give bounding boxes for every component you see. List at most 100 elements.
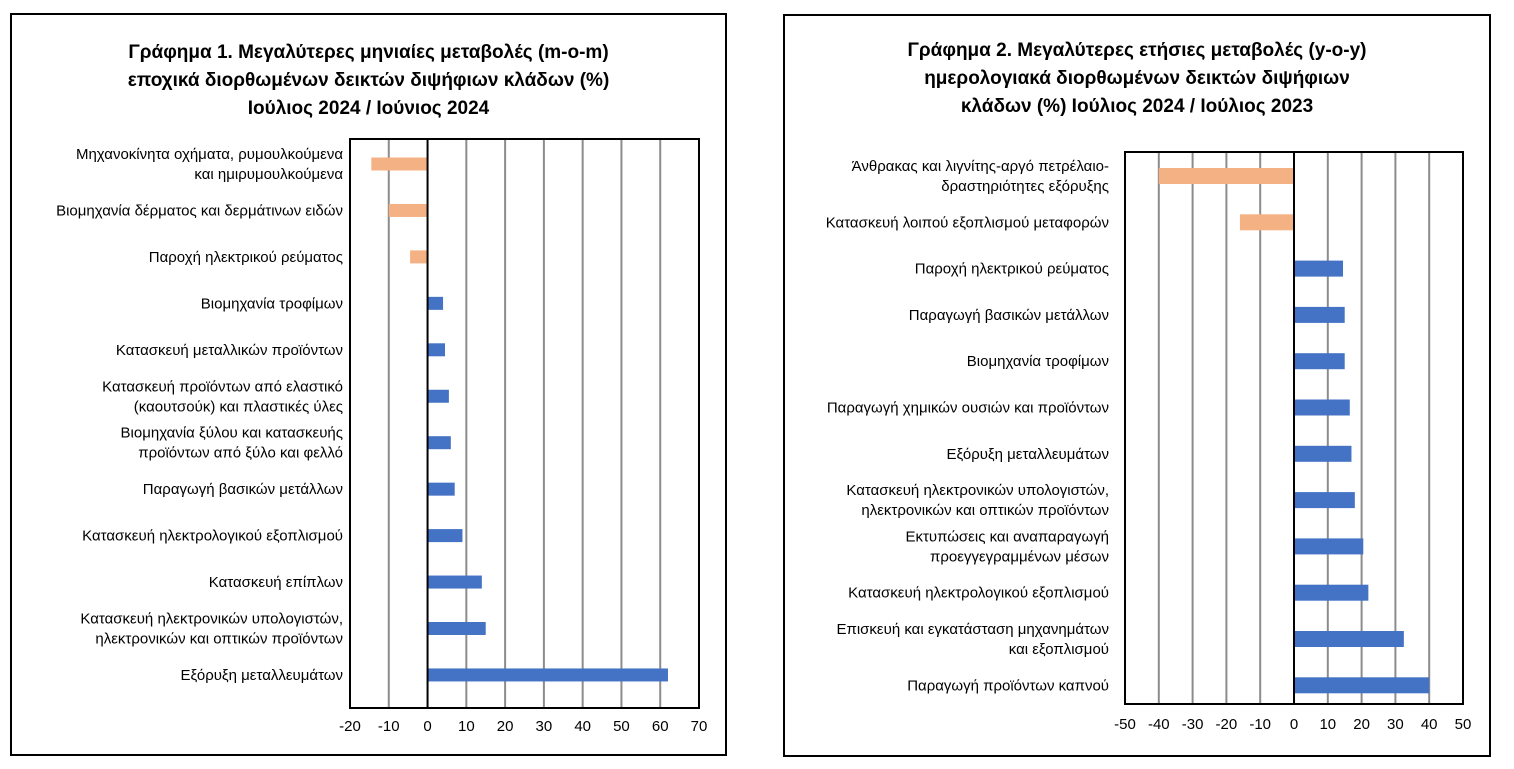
chart-1-category-label: Κατασκευή προϊόντων από ελαστικό (καουτσο… bbox=[102, 378, 343, 415]
chart-2-tick-label: 0 bbox=[1290, 716, 1298, 733]
chart-1-panel: Γράφημα 1. Μεγαλύτερες μηνιαίες μεταβολέ… bbox=[10, 13, 727, 756]
chart-2-bar bbox=[1294, 538, 1364, 555]
chart-1-title-line-3: Ιούλιος 2024 / Ιούνιος 2024 bbox=[247, 98, 490, 119]
chart-1-bar bbox=[427, 343, 446, 357]
chart-2-category-label-line: Εκτυπώσεις και αναπαραγωγή bbox=[905, 528, 1109, 545]
chart-1-category-label-line: Κατασκευή προϊόντων από ελαστικό bbox=[102, 378, 343, 395]
chart-2-category-label: Παραγωγή βασικών μετάλλων bbox=[909, 307, 1109, 324]
chart-2-tick-label: 30 bbox=[1387, 716, 1404, 733]
chart-1-title: Γράφημα 1. Μεγαλύτερες μηνιαίες μεταβολέ… bbox=[12, 39, 725, 123]
chart-2-bar bbox=[1294, 492, 1355, 509]
chart-1-title-line-2: εποχικά διορθωμένων δεικτών διψήφιων κλά… bbox=[127, 70, 610, 91]
chart-1-bar bbox=[427, 389, 449, 403]
chart-1-category-label: Μηχανοκίνητα οχήματα, ρυμουλκούμενα και η… bbox=[76, 146, 343, 183]
chart-2-tick-label: -40 bbox=[1148, 716, 1170, 733]
chart-2-title-line-3: κλάδων (%) Ιούλιος 2024 / Ιούλιος 2023 bbox=[960, 96, 1314, 117]
chart-1-category-label: Παραγωγή βασικών μετάλλων bbox=[143, 481, 343, 498]
chart-1-category-label: Βιομηχανία ξύλου και κατασκευής προϊόντων… bbox=[121, 425, 343, 462]
chart-1-bar bbox=[427, 622, 486, 635]
chart-1-category-label-line: Παραγωγή βασικών μετάλλων bbox=[143, 481, 343, 498]
chart-1-tick-label: 70 bbox=[691, 718, 708, 735]
chart-1-bar bbox=[427, 296, 444, 310]
chart-1-title-line-1: Γράφημα 1. Μεγαλύτερες μηνιαίες μεταβολέ… bbox=[128, 42, 609, 63]
chart-2-tick-label: 20 bbox=[1353, 716, 1370, 733]
chart-1-category-label-line: Βιομηχανία τροφίμων bbox=[201, 295, 343, 312]
chart-1-category-label: Βιομηχανία δέρματος και δερμάτινων ειδών bbox=[56, 202, 343, 219]
chart-2-panel: Γράφημα 2. Μεγαλύτερες ετήσιες μεταβολές… bbox=[783, 14, 1491, 757]
chart-2-bar bbox=[1158, 168, 1294, 184]
chart-2-tick-label: -30 bbox=[1182, 716, 1204, 733]
chart-1-tick-label: -10 bbox=[378, 718, 400, 735]
chart-1-bar bbox=[427, 436, 451, 450]
chart-2-category-label: Παραγωγή χημικών ουσιών και προϊόντων bbox=[827, 400, 1109, 417]
chart-1-category-label: Κατασκευή μεταλλικών προϊόντων bbox=[116, 342, 343, 359]
chart-1-tick-label: 20 bbox=[497, 718, 514, 735]
chart-1-category-label-line: Κατασκευή επίπλων bbox=[209, 574, 343, 591]
chart-1-plot-border bbox=[349, 138, 700, 709]
chart-1-bar bbox=[388, 203, 428, 217]
chart-1-category-label-line: Κατασκευή ηλεκτρονικών υπολογιστών, bbox=[80, 611, 343, 628]
chart-1-tick-label: -20 bbox=[339, 718, 361, 735]
chart-1-tick-label: 0 bbox=[423, 718, 431, 735]
chart-1-tick-label: 10 bbox=[458, 718, 475, 735]
chart-2-plot: Άνθρακας και λιγνίτης-αργό πετρέλαιο-δρα… bbox=[826, 151, 1471, 733]
chart-1-category-label-line: Κατασκευή μεταλλικών προϊόντων bbox=[116, 342, 343, 359]
chart-2-category-label: Εξόρυξη μεταλλευμάτων bbox=[947, 446, 1109, 463]
chart-1-bar bbox=[427, 668, 668, 682]
chart-2-bar bbox=[1294, 399, 1350, 416]
chart-2-category-label-line: Παραγωγή χημικών ουσιών και προϊόντων bbox=[827, 400, 1109, 417]
chart-2-bar bbox=[1294, 677, 1430, 694]
chart-1-bar bbox=[427, 529, 463, 543]
chart-2-bar bbox=[1294, 353, 1345, 370]
chart-1-category-label-line: Βιομηχανία δέρματος και δερμάτινων ειδών bbox=[56, 202, 343, 219]
chart-2-title: Γράφημα 2. Μεγαλύτερες ετήσιες μεταβολές… bbox=[785, 37, 1489, 121]
chart-2-category-label: Βιομηχανία τροφίμων bbox=[967, 353, 1109, 370]
chart-2-category-label: Εκτυπώσεις και αναπαραγωγή προεγγεγραμμέν… bbox=[905, 528, 1109, 565]
chart-1-tick-label: 50 bbox=[613, 718, 630, 735]
chart-2-tick-label: -10 bbox=[1249, 716, 1271, 733]
chart-2-category-label-line: Επισκευή και εγκατάσταση μηχανημάτων bbox=[836, 621, 1109, 638]
chart-1-category-label-line: Κατασκευή ηλεκτρολογικού εξοπλισμού bbox=[82, 528, 343, 545]
chart-1-category-label: Εξόρυξη μεταλλευμάτων bbox=[181, 667, 343, 684]
chart-2-category-label: Παροχή ηλεκτρικού ρεύματος bbox=[915, 261, 1109, 278]
chart-1-bar bbox=[371, 157, 428, 171]
chart-2-category-label-line: και εξοπλισμού bbox=[1009, 641, 1109, 658]
chart-2-category-label-line: προεγγεγραμμένων μέσων bbox=[930, 548, 1109, 565]
chart-2-category-label-line: Βιομηχανία τροφίμων bbox=[967, 353, 1109, 370]
chart-1-tick-label: 60 bbox=[652, 718, 669, 735]
chart-2-category-label-line: Κατασκευή ηλεκτρονικών υπολογιστών, bbox=[846, 482, 1109, 499]
chart-2-category-label: Κατασκευή λοιπού εξοπλισμού μεταφορών bbox=[826, 214, 1109, 231]
chart-2-bar bbox=[1294, 260, 1344, 277]
chart-2-category-label-line: ηλεκτρονικών και οπτικών προϊόντων bbox=[861, 502, 1109, 519]
chart-2-bar bbox=[1239, 214, 1294, 231]
chart-2-category-label-line: Κατασκευή λοιπού εξοπλισμού μεταφορών bbox=[826, 214, 1109, 231]
chart-1-tick-label: 40 bbox=[574, 718, 591, 735]
chart-2-category-label-line: Παραγωγή προϊόντων καπνού bbox=[907, 677, 1109, 694]
chart-1-bar bbox=[427, 575, 482, 589]
chart-1-category-label-line: και ημιρυμουλκούμενα bbox=[194, 166, 343, 183]
chart-2-category-label: Παραγωγή προϊόντων καπνού bbox=[907, 677, 1109, 694]
chart-2-tick-label: -20 bbox=[1216, 716, 1238, 733]
chart-1-category-label: Βιομηχανία τροφίμων bbox=[201, 295, 343, 312]
chart-1-category-label: Κατασκευή ηλεκτρολογικού εξοπλισμού bbox=[82, 528, 343, 545]
chart-2-category-label-line: Εξόρυξη μεταλλευμάτων bbox=[947, 446, 1109, 463]
chart-2-category-label-line: Παροχή ηλεκτρικού ρεύματος bbox=[915, 261, 1109, 278]
chart-1-category-label-line: προϊόντων από ξύλο και φελλό bbox=[138, 445, 343, 462]
chart-1-category-label-line: (καουτσούκ) και πλαστικές ύλες bbox=[134, 398, 343, 415]
chart-1-category-label-line: Βιομηχανία ξύλου και κατασκευής bbox=[121, 425, 343, 442]
chart-1-category-label-line: Παροχή ηλεκτρικού ρεύματος bbox=[149, 249, 343, 266]
chart-2-tick-label: -50 bbox=[1114, 716, 1136, 733]
chart-2-category-label-line: Άνθρακας και λιγνίτης-αργό πετρέλαιο- bbox=[852, 158, 1109, 175]
chart-1-category-label: Κατασκευή επίπλων bbox=[209, 574, 343, 591]
chart-2-title-line-2: ημερολογιακά διορθωμένων δεικτών διψήφιω… bbox=[924, 68, 1350, 89]
chart-2-bar bbox=[1294, 584, 1369, 601]
chart-2-title-line-1: Γράφημα 2. Μεγαλύτερες ετήσιες μεταβολές… bbox=[907, 40, 1367, 61]
chart-2-category-label: Επισκευή και εγκατάσταση μηχανημάτων και … bbox=[836, 621, 1109, 658]
chart-1-category-label-line: Μηχανοκίνητα οχήματα, ρυμουλκούμενα bbox=[76, 146, 343, 163]
chart-1-category-label: Κατασκευή ηλεκτρονικών υπολογιστών, ηλεκτ… bbox=[80, 611, 343, 648]
chart-1-tick-label: 30 bbox=[536, 718, 553, 735]
chart-2-category-label-line: Κατασκευή ηλεκτρολογικού εξοπλισμού bbox=[848, 585, 1109, 602]
chart-2-bar bbox=[1294, 631, 1404, 647]
chart-2-category-label: Άνθρακας και λιγνίτης-αργό πετρέλαιο-δρα… bbox=[852, 158, 1109, 195]
chart-1-bar bbox=[427, 482, 455, 496]
